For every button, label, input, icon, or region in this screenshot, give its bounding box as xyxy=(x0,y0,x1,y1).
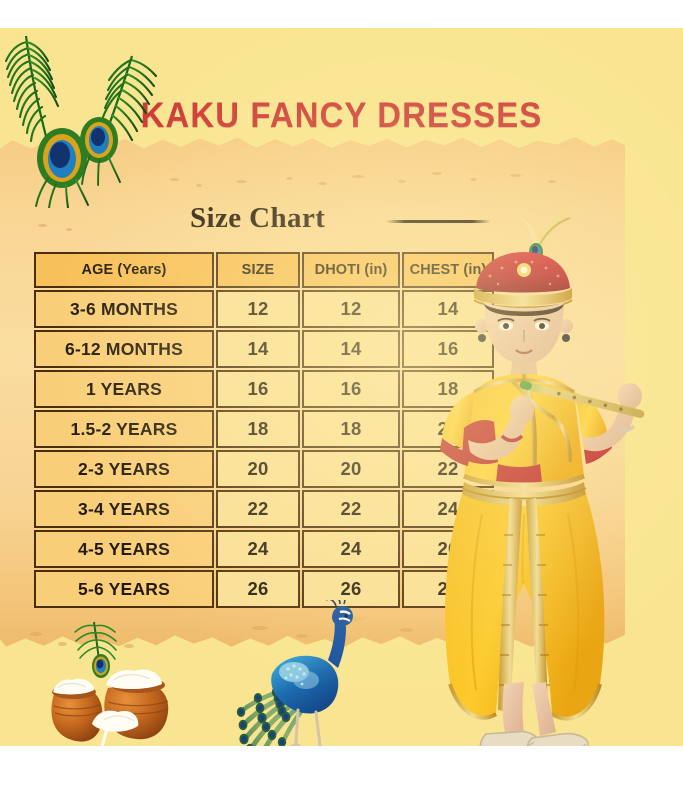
cell-dhoti: 24 xyxy=(302,530,400,568)
page-title: KAKU FANCY DRESSES xyxy=(140,96,543,135)
cell-age: 1 YEARS xyxy=(34,370,214,408)
bottom-white-margin xyxy=(0,746,683,800)
flute xyxy=(519,380,645,418)
paper-fleck xyxy=(252,626,268,630)
legs xyxy=(502,682,556,736)
column-header-size: SIZE xyxy=(216,252,300,288)
peacock-tail-eyes xyxy=(236,687,291,746)
cell-age: 4-5 YEARS xyxy=(34,530,214,568)
child-krishna-costume-model xyxy=(440,214,645,746)
table-row: 2-3 YEARS 20 20 22 xyxy=(34,450,494,488)
cell-dhoti: 18 xyxy=(302,410,400,448)
cell-age: 1.5-2 YEARS xyxy=(34,410,214,448)
table-header-row: AGE (Years) SIZE DHOTI (in) CHEST (in) xyxy=(34,252,494,288)
cell-age: 3-4 YEARS xyxy=(34,490,214,528)
peacock-bird-decoration xyxy=(236,600,364,746)
paper-fleck xyxy=(470,178,477,181)
size-chart-table-wrap: AGE (Years) SIZE DHOTI (in) CHEST (in) 3… xyxy=(32,250,494,610)
cell-size: 12 xyxy=(216,290,300,328)
paper-fleck xyxy=(66,228,72,231)
paper-fleck xyxy=(432,172,442,175)
cell-size: 22 xyxy=(216,490,300,528)
cell-dhoti: 22 xyxy=(302,490,400,528)
column-header-dhoti: DHOTI (in) xyxy=(302,252,400,288)
pot-left xyxy=(51,678,103,742)
crown-plume xyxy=(520,214,571,250)
heading-divider xyxy=(386,220,491,223)
cell-age: 3-6 MONTHS xyxy=(34,290,214,328)
cell-dhoti: 16 xyxy=(302,370,400,408)
table-row: 3-6 MONTHS 12 12 14 xyxy=(34,290,494,328)
section-heading: Size Chart xyxy=(190,202,326,234)
peacock-neck xyxy=(328,615,346,668)
paper-fleck xyxy=(296,634,307,638)
peacock-legs xyxy=(289,708,323,746)
paper-fleck xyxy=(286,177,293,180)
top-white-margin xyxy=(0,0,683,28)
paper-fleck xyxy=(318,182,327,185)
cell-size: 14 xyxy=(216,330,300,368)
cell-age: 6-12 MONTHS xyxy=(34,330,214,368)
paper-fleck xyxy=(548,180,556,183)
pot-peacock-feather xyxy=(74,621,117,678)
cell-dhoti: 12 xyxy=(302,290,400,328)
cell-size: 26 xyxy=(216,570,300,608)
ear-left xyxy=(475,319,489,333)
crown xyxy=(473,252,573,309)
paper-fleck xyxy=(510,174,521,177)
arm-left xyxy=(468,396,534,461)
paper-fleck xyxy=(196,184,202,187)
table-row: 1.5-2 YEARS181820 xyxy=(34,410,494,448)
butter-lump xyxy=(92,710,139,746)
paper-fleck xyxy=(90,634,104,638)
bracelet-right xyxy=(612,424,636,433)
eyes xyxy=(497,317,551,331)
ear-right xyxy=(559,319,573,333)
table-row: 4-5 YEARS 24 24 26 xyxy=(34,530,494,568)
feather-left xyxy=(4,35,89,208)
column-header-age: AGE (Years) xyxy=(34,252,214,288)
paper-fleck xyxy=(400,628,413,632)
bracelet-left xyxy=(500,434,524,443)
cell-chest: 16 xyxy=(402,330,494,368)
earrings xyxy=(478,334,570,342)
cell-age: 5-6 YEARS xyxy=(34,570,214,608)
feather-right xyxy=(80,55,158,186)
cell-dhoti: 26 xyxy=(302,570,400,608)
table-row: 6-12 MONTHS 14 14 16 xyxy=(34,330,494,368)
butter-pots-decoration xyxy=(51,621,169,746)
cell-size: 20 xyxy=(216,450,300,488)
kurta xyxy=(440,373,612,488)
peacock-head xyxy=(332,606,353,626)
paper-fleck xyxy=(352,175,364,178)
peacock-feathers-decoration xyxy=(4,35,158,208)
cell-size: 18 xyxy=(216,410,300,448)
paper-fleck xyxy=(236,180,247,183)
paper-fleck xyxy=(398,180,406,183)
mouth xyxy=(515,349,533,355)
table-row: 3-4 YEARS 22 22 24 xyxy=(34,490,494,528)
dhoti xyxy=(445,494,605,721)
paper-fleck xyxy=(170,178,179,181)
paper-fleck xyxy=(30,632,42,636)
peacock-crest xyxy=(326,600,346,607)
cell-dhoti: 14 xyxy=(302,330,400,368)
waist-belt xyxy=(461,482,587,507)
paper-fleck xyxy=(124,644,134,648)
paper-fleck xyxy=(38,224,47,227)
size-chart-table: AGE (Years) SIZE DHOTI (in) CHEST (in) 3… xyxy=(32,250,496,610)
shoes xyxy=(479,730,589,746)
cell-size: 16 xyxy=(216,370,300,408)
table-body: 3-6 MONTHS 12 12 14 6-12 MONTHS 14 14 16 1 YEARS… xyxy=(34,290,494,608)
cell-age: 2-3 YEARS xyxy=(34,450,214,488)
paper-fleck xyxy=(58,642,67,646)
cell-size: 24 xyxy=(216,530,300,568)
table-row: 1 YEARS 16 16 18 xyxy=(34,370,494,408)
hair xyxy=(484,304,564,316)
size-chart-card: KAKU FANCY DRESSES Size Chart AGE (Years… xyxy=(0,28,683,746)
peacock-beak xyxy=(354,616,364,622)
cell-dhoti: 20 xyxy=(302,450,400,488)
